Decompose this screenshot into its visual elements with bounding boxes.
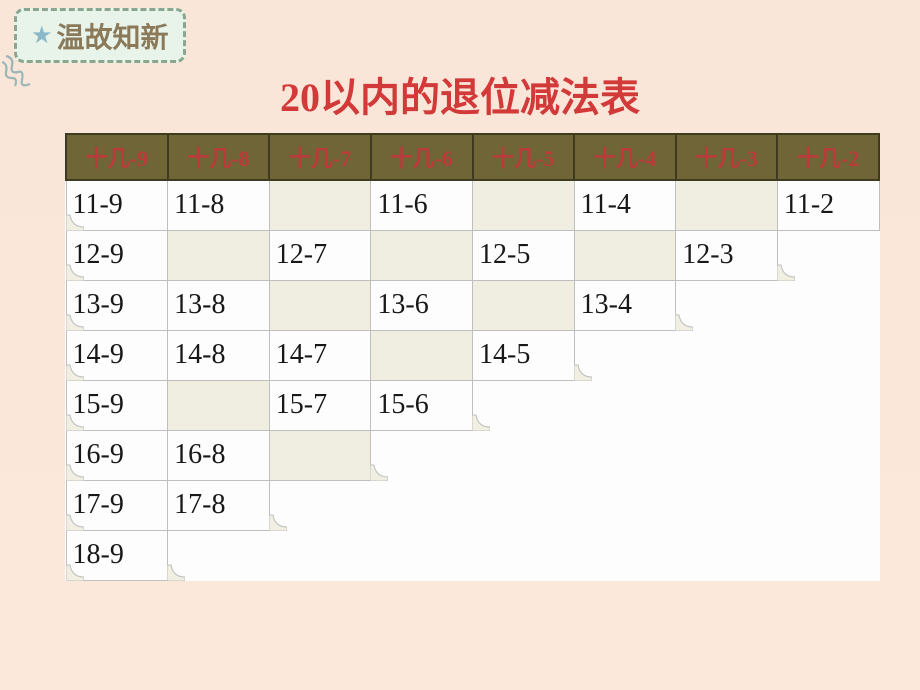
column-header: 十几-6	[371, 134, 473, 180]
step-cell	[574, 430, 676, 480]
value-cell: 11-4	[574, 180, 676, 230]
value-cell: 12-7	[269, 230, 371, 280]
table-row: 18-9	[66, 530, 879, 580]
step-cell	[574, 480, 676, 530]
blank-cell	[473, 280, 575, 330]
value-cell: 16-8	[168, 430, 270, 480]
step-cell	[676, 280, 778, 330]
blank-cell	[371, 230, 473, 280]
step-cell	[777, 480, 879, 530]
step-cell	[371, 430, 473, 480]
column-header: 十几-7	[269, 134, 371, 180]
value-cell: 16-9	[66, 430, 168, 480]
star-icon: ★	[31, 24, 53, 48]
table-row: 12-9 12-7 12-5 12-3	[66, 230, 879, 280]
subtraction-table-wrap: 十几-9十几-8十几-7十几-6十几-5十几-4十几-3十几-2 11-911-…	[65, 133, 880, 581]
table-row: 16-916-8	[66, 430, 879, 480]
blank-cell	[168, 230, 270, 280]
value-cell: 13-6	[371, 280, 473, 330]
column-header: 十几-5	[473, 134, 575, 180]
value-cell: 15-6	[371, 380, 473, 430]
curl-decoration-icon	[0, 54, 40, 90]
table-row: 17-917-8	[66, 480, 879, 530]
column-header: 十几-4	[574, 134, 676, 180]
blank-cell	[574, 230, 676, 280]
step-cell	[777, 430, 879, 480]
step-cell	[574, 530, 676, 580]
value-cell: 12-3	[676, 230, 778, 280]
value-cell: 11-6	[371, 180, 473, 230]
value-cell: 14-9	[66, 330, 168, 380]
value-cell: 14-8	[168, 330, 270, 380]
step-cell	[168, 530, 270, 580]
value-cell: 15-9	[66, 380, 168, 430]
blank-cell	[473, 180, 575, 230]
table-row: 14-914-814-7 14-5	[66, 330, 879, 380]
step-cell	[473, 530, 575, 580]
table-body: 11-911-811-611-411-212-912-712-512-313-9…	[66, 180, 879, 580]
table-row: 13-913-8 13-6 13-4	[66, 280, 879, 330]
header-row: 十几-9十几-8十几-7十几-6十几-5十几-4十几-3十几-2	[66, 134, 879, 180]
column-header: 十几-9	[66, 134, 168, 180]
step-cell	[777, 230, 879, 280]
value-cell: 17-9	[66, 480, 168, 530]
step-cell	[574, 380, 676, 430]
value-cell: 13-9	[66, 280, 168, 330]
blank-cell	[269, 280, 371, 330]
value-cell: 12-9	[66, 230, 168, 280]
blank-cell	[269, 430, 371, 480]
step-cell	[676, 530, 778, 580]
step-cell	[269, 530, 371, 580]
step-cell	[371, 480, 473, 530]
blank-cell	[269, 180, 371, 230]
step-cell	[676, 430, 778, 480]
value-cell: 15-7	[269, 380, 371, 430]
value-cell: 11-8	[168, 180, 270, 230]
tag-label: 温故知新	[57, 16, 169, 56]
value-cell: 11-9	[66, 180, 168, 230]
value-cell: 11-2	[777, 180, 879, 230]
step-cell	[473, 480, 575, 530]
value-cell: 14-7	[269, 330, 371, 380]
step-cell	[371, 530, 473, 580]
value-cell: 13-4	[574, 280, 676, 330]
value-cell: 13-8	[168, 280, 270, 330]
value-cell: 12-5	[473, 230, 575, 280]
step-cell	[777, 380, 879, 430]
blank-cell	[676, 180, 778, 230]
step-cell	[777, 280, 879, 330]
step-cell	[473, 430, 575, 480]
value-cell: 18-9	[66, 530, 168, 580]
subtraction-table: 十几-9十几-8十几-7十几-6十几-5十几-4十几-3十几-2 11-911-…	[65, 133, 880, 581]
step-cell	[676, 380, 778, 430]
step-cell	[676, 480, 778, 530]
table-row: 11-911-8 11-6 11-4 11-2	[66, 180, 879, 230]
step-cell	[574, 330, 676, 380]
column-header: 十几-8	[168, 134, 270, 180]
column-header: 十几-2	[777, 134, 879, 180]
blank-cell	[168, 380, 270, 430]
value-cell: 14-5	[473, 330, 575, 380]
step-cell	[269, 480, 371, 530]
column-header: 十几-3	[676, 134, 778, 180]
table-row: 15-9 15-715-6	[66, 380, 879, 430]
step-cell	[473, 380, 575, 430]
value-cell: 17-8	[168, 480, 270, 530]
step-cell	[777, 330, 879, 380]
step-cell	[676, 330, 778, 380]
blank-cell	[371, 330, 473, 380]
step-cell	[777, 530, 879, 580]
